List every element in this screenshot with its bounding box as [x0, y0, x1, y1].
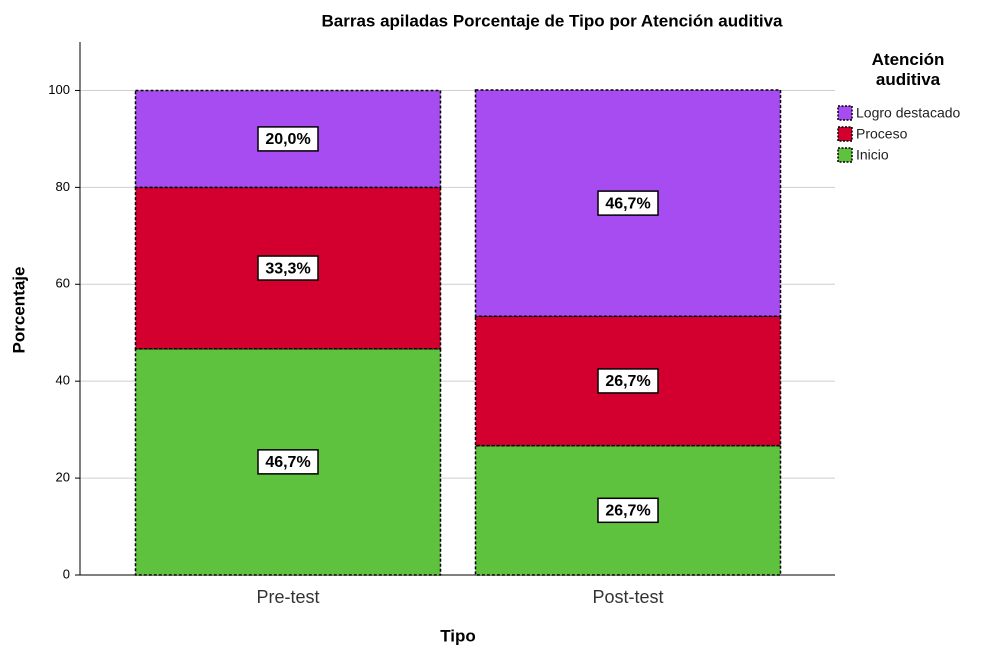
- y-tick-label: 0: [63, 566, 70, 581]
- value-label: 26,7%: [605, 373, 650, 390]
- y-tick-label: 60: [56, 276, 70, 291]
- x-tick-label: Pre-test: [256, 587, 319, 607]
- value-label-box: [597, 368, 659, 394]
- x-axis-title: Tipo: [440, 626, 476, 645]
- legend-title: Atención auditiva: [871, 50, 945, 89]
- y-tick-label: 40: [56, 373, 70, 388]
- value-label: 46,7%: [265, 454, 310, 471]
- chart-title: Barras apiladas Porcentaje de Tipo por A…: [321, 11, 783, 30]
- legend-label: Inicio: [856, 147, 889, 163]
- legend-label: Proceso: [856, 126, 908, 142]
- value-label: 20,0%: [265, 131, 310, 148]
- legend-label: Logro destacado: [856, 105, 961, 121]
- y-tick-label: 100: [48, 82, 70, 97]
- y-tick-label: 20: [56, 470, 70, 485]
- value-label-box: [257, 255, 319, 281]
- legend-swatch: [837, 126, 853, 142]
- value-label: 26,7%: [605, 503, 650, 520]
- x-tick-label: Post-test: [592, 587, 663, 607]
- value-label-box: [597, 497, 659, 524]
- value-label: 33,3%: [265, 260, 310, 277]
- legend-swatch: [837, 105, 853, 121]
- y-axis-title: Porcentaje: [9, 267, 28, 354]
- value-label-box: [257, 449, 319, 475]
- value-label-box: [257, 126, 319, 152]
- legend-swatch: [837, 147, 853, 163]
- y-tick-label: 80: [56, 179, 70, 194]
- value-label-box: [597, 190, 659, 216]
- value-label: 46,7%: [605, 195, 650, 212]
